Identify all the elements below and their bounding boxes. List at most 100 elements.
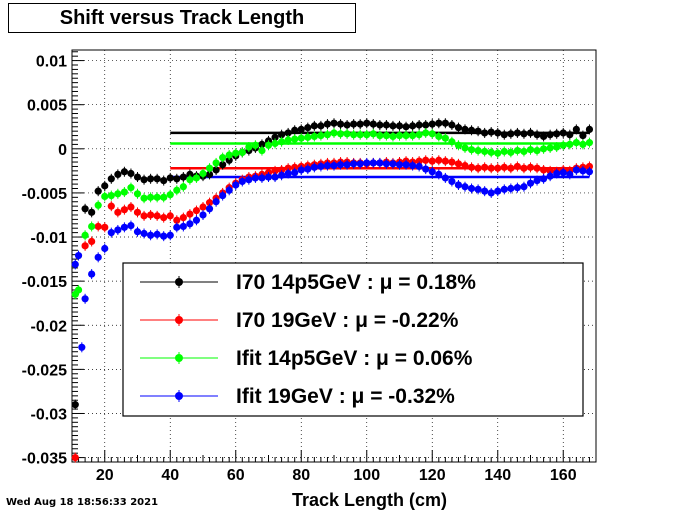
data-point <box>500 147 508 156</box>
data-point <box>448 177 456 186</box>
data-point <box>317 162 325 171</box>
legend-marker <box>175 354 183 362</box>
data-point <box>212 198 220 206</box>
data-point <box>310 132 318 141</box>
data-point <box>526 163 535 171</box>
data-point <box>474 146 482 155</box>
data-point <box>350 160 358 168</box>
data-point <box>173 175 181 183</box>
data-point <box>546 167 554 175</box>
data-point <box>160 176 168 185</box>
y-tick-label: -0.025 <box>22 362 67 379</box>
data-point <box>297 166 305 174</box>
data-point <box>559 141 567 149</box>
data-point <box>500 163 508 171</box>
data-point <box>566 140 574 148</box>
data-point <box>304 124 312 132</box>
timestamp: Wed Aug 18 18:56:33 2021 <box>6 497 159 508</box>
data-point <box>409 122 417 130</box>
data-point <box>559 169 567 177</box>
data-point <box>284 136 292 144</box>
legend-label: I70 19GeV : μ = -0.22% <box>236 309 459 332</box>
data-point <box>225 156 233 164</box>
data-point <box>258 174 266 182</box>
data-point <box>428 130 436 138</box>
x-tick-label: 120 <box>419 467 446 484</box>
data-point <box>356 120 364 128</box>
data-point <box>88 270 96 278</box>
data-point <box>579 167 587 175</box>
data-point <box>382 121 390 129</box>
data-point <box>494 164 502 172</box>
data-point <box>94 201 102 209</box>
data-point <box>114 170 122 178</box>
data-point <box>579 131 587 140</box>
data-point <box>369 159 377 167</box>
data-point <box>186 220 194 228</box>
data-point <box>585 168 594 176</box>
data-point <box>291 126 299 134</box>
data-point <box>133 190 142 198</box>
data-point <box>585 162 594 171</box>
data-point <box>572 166 580 174</box>
data-point <box>559 129 567 137</box>
data-point <box>127 169 135 178</box>
data-point <box>258 146 266 155</box>
data-point <box>540 175 548 183</box>
data-point <box>441 157 449 165</box>
data-point <box>336 161 345 169</box>
data-point <box>245 176 253 184</box>
data-point <box>205 205 214 213</box>
data-point <box>513 129 522 137</box>
data-point <box>435 132 443 141</box>
data-point <box>179 183 187 191</box>
data-point <box>173 216 181 224</box>
data-point <box>454 124 463 132</box>
data-point <box>238 177 246 186</box>
y-tick-label: 0 <box>58 142 67 159</box>
data-point <box>107 229 115 237</box>
data-point <box>540 132 548 141</box>
data-point <box>251 141 259 149</box>
data-point <box>153 212 161 220</box>
data-point <box>88 237 96 246</box>
data-point <box>166 231 174 239</box>
data-point <box>526 146 535 154</box>
data-point <box>356 131 364 139</box>
data-point <box>212 159 220 167</box>
y-tick-label: -0.035 <box>22 451 67 468</box>
data-point <box>435 156 443 164</box>
data-point <box>350 131 358 139</box>
data-point <box>107 191 115 200</box>
data-point <box>369 130 377 138</box>
data-point <box>428 168 436 176</box>
data-point <box>114 226 122 234</box>
data-point <box>101 223 109 231</box>
legend-marker <box>175 278 183 286</box>
data-point <box>133 208 142 216</box>
data-point <box>513 146 522 155</box>
data-point <box>71 453 79 462</box>
data-point <box>323 161 332 170</box>
data-point <box>78 343 86 351</box>
data-point <box>448 158 456 166</box>
data-point <box>585 139 594 147</box>
data-point <box>422 129 430 137</box>
y-tick-label: -0.02 <box>31 318 68 335</box>
data-point <box>474 185 482 193</box>
data-point <box>258 140 266 148</box>
data-point <box>192 216 201 224</box>
data-point <box>74 251 83 260</box>
data-point <box>140 176 148 184</box>
data-point <box>81 295 89 303</box>
data-point <box>245 143 253 151</box>
data-point <box>507 164 515 172</box>
data-point <box>395 131 404 140</box>
data-point <box>494 187 502 195</box>
data-point <box>271 167 279 175</box>
data-point <box>435 170 443 178</box>
data-point <box>336 120 345 128</box>
data-point <box>310 163 318 171</box>
data-point <box>284 164 292 172</box>
